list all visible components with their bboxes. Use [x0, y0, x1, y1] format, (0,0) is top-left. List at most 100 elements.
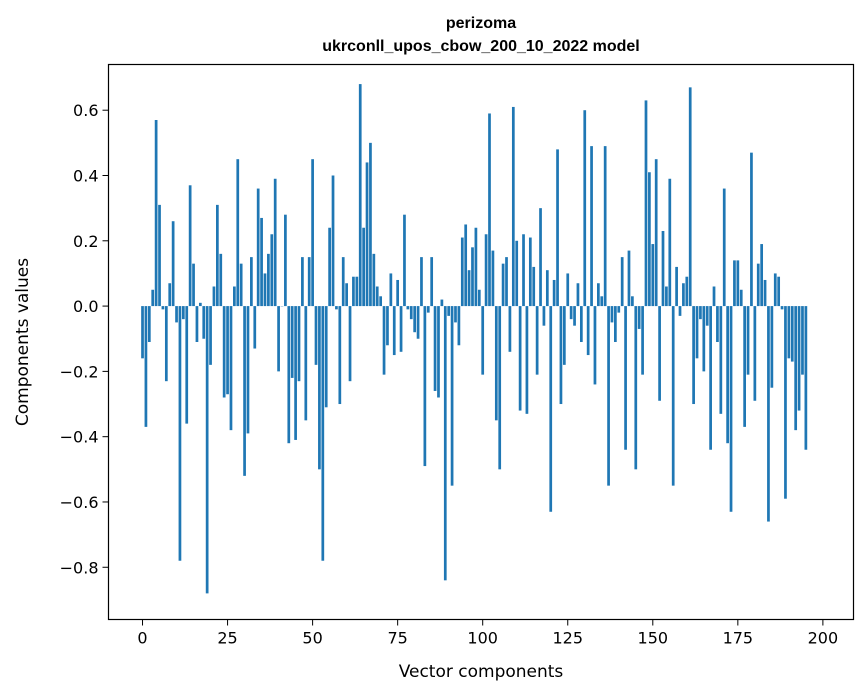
bar — [209, 306, 212, 365]
bar — [219, 253, 223, 307]
bar — [141, 306, 144, 359]
bar — [450, 306, 454, 486]
chart-title-line1: perizoma — [446, 15, 516, 32]
bar — [634, 306, 638, 470]
bar — [369, 142, 372, 307]
bar — [440, 299, 444, 307]
bar — [756, 263, 760, 307]
bar — [651, 244, 655, 307]
bar — [736, 260, 740, 307]
bar — [590, 146, 593, 307]
y-tick-label: 0.6 — [73, 101, 98, 120]
bar — [545, 270, 549, 307]
bar — [379, 296, 383, 307]
bar — [447, 306, 451, 316]
bar — [631, 296, 634, 307]
bar — [760, 244, 764, 307]
bar — [324, 306, 328, 408]
bar — [539, 208, 542, 307]
bar — [161, 306, 165, 310]
x-axis-ticks: 0 25 50 75 100 125 150 175 200 — [137, 619, 838, 648]
bar — [239, 263, 243, 307]
bar — [627, 250, 631, 307]
bar — [168, 283, 172, 307]
bar — [641, 306, 644, 375]
bar — [426, 306, 430, 313]
bars-group — [141, 84, 808, 594]
bar — [321, 306, 325, 561]
bar — [716, 306, 719, 342]
bar — [144, 306, 148, 427]
bar — [392, 306, 396, 356]
bar — [185, 306, 189, 424]
bar — [304, 306, 308, 421]
bar — [420, 257, 423, 307]
bar — [233, 286, 236, 307]
bar — [746, 306, 750, 375]
bar — [726, 306, 729, 444]
bar — [147, 306, 151, 342]
bar — [566, 273, 570, 307]
bar — [777, 276, 781, 307]
bar — [498, 306, 502, 470]
bar — [678, 306, 682, 316]
bar — [318, 306, 321, 470]
bar — [648, 172, 651, 307]
bar — [491, 250, 495, 307]
bar — [423, 306, 427, 467]
bar — [202, 306, 206, 339]
bar — [573, 306, 576, 326]
bar — [314, 306, 318, 365]
x-axis-label: Vector components — [399, 662, 564, 682]
bar — [290, 306, 294, 378]
bar — [352, 276, 355, 307]
bar — [610, 306, 614, 323]
bar — [277, 306, 280, 372]
bar — [416, 306, 420, 339]
y-axis-ticks: 0.6 0.4 0.2 0.0 −0.2 −0.4 −0.6 −0.8 — [60, 101, 109, 577]
x-tick-label: 50 — [302, 629, 322, 648]
bar — [273, 178, 277, 307]
bar — [695, 306, 699, 359]
bar — [345, 283, 348, 307]
bar — [460, 237, 464, 307]
bar — [222, 306, 226, 398]
bar — [250, 257, 253, 307]
x-tick-label: 150 — [638, 629, 669, 648]
bar — [784, 306, 787, 499]
bar — [603, 146, 607, 307]
bar — [743, 306, 746, 427]
bar — [525, 306, 529, 414]
bar — [532, 266, 536, 307]
bar — [413, 306, 417, 333]
bar — [542, 306, 546, 326]
bar — [729, 306, 733, 512]
bar — [433, 306, 437, 391]
bar — [471, 247, 474, 307]
plot-frame — [107, 63, 855, 621]
bar — [773, 273, 777, 307]
y-tick-label: 0.0 — [73, 297, 98, 316]
bar — [205, 306, 209, 594]
bar — [794, 306, 798, 431]
bar — [464, 224, 468, 307]
bar — [780, 306, 784, 310]
bar — [712, 286, 716, 307]
bar — [284, 214, 287, 307]
bar — [654, 159, 658, 307]
x-tick-label: 0 — [137, 629, 147, 648]
bar — [192, 263, 195, 307]
bar — [675, 266, 678, 307]
y-tick-label: −0.8 — [60, 558, 99, 577]
bar — [246, 306, 250, 434]
bar — [386, 306, 389, 346]
bar — [797, 306, 801, 411]
y-tick-label: −0.4 — [60, 428, 99, 447]
x-tick-label: 125 — [552, 629, 583, 648]
bar — [348, 306, 352, 382]
x-tick-label: 175 — [723, 629, 754, 648]
bar — [528, 237, 532, 307]
bar — [229, 306, 233, 431]
bar — [175, 306, 178, 323]
bar — [804, 306, 808, 450]
